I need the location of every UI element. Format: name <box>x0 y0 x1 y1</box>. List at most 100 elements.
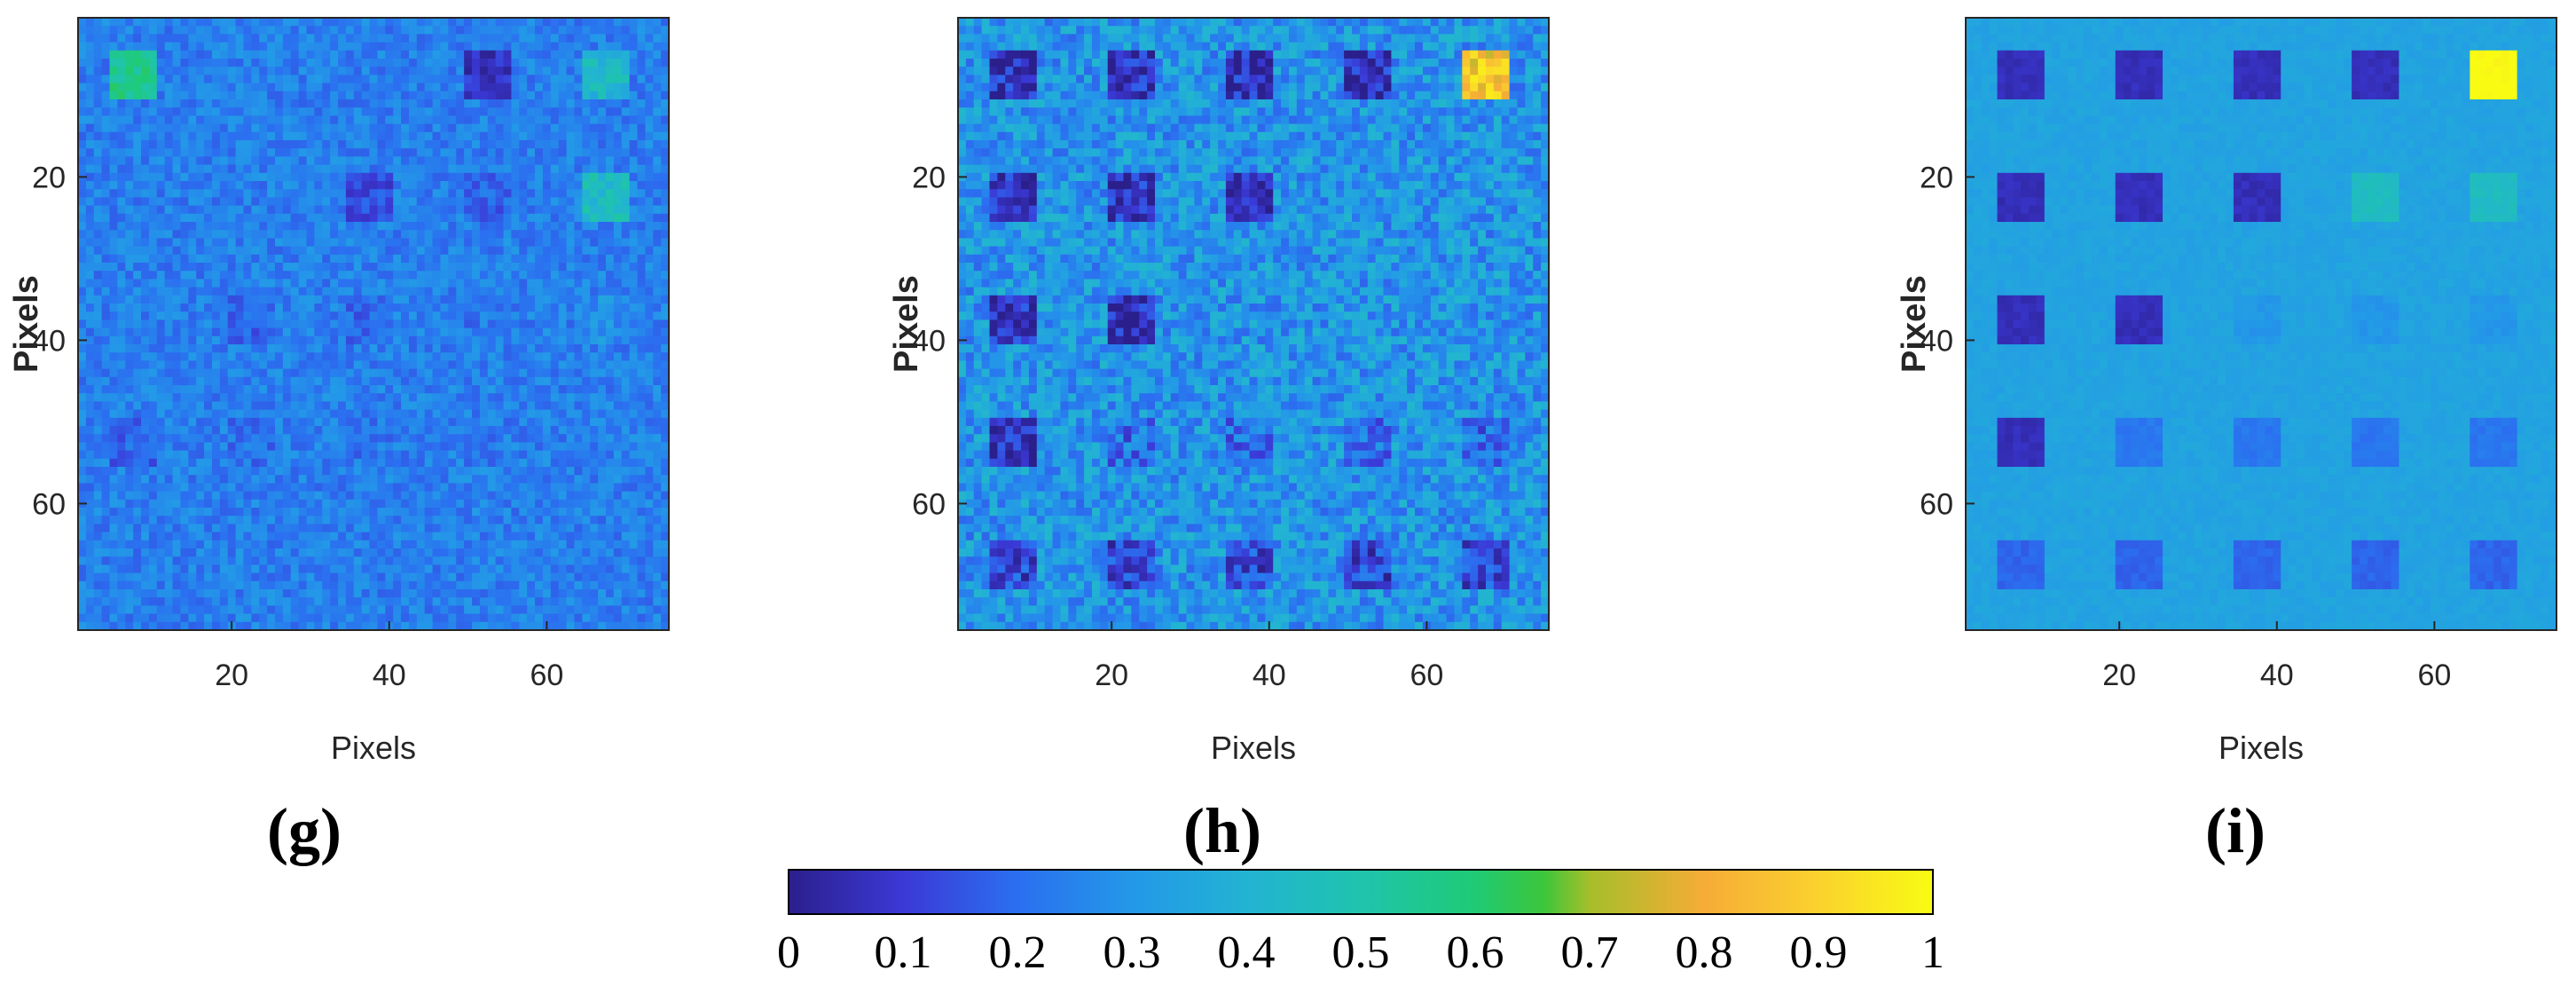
heatmap-cell <box>322 230 330 239</box>
heatmap-cell <box>559 107 567 116</box>
heatmap-cell <box>275 377 283 386</box>
heatmap-cell <box>165 532 173 541</box>
heatmap-cell <box>157 206 165 215</box>
heatmap-cell <box>110 451 118 460</box>
heatmap-cell <box>283 197 291 206</box>
heatmap-cell <box>448 492 456 501</box>
heatmap-cell <box>574 459 582 468</box>
heatmap-cell <box>472 369 480 378</box>
heatmap-cell <box>440 467 448 476</box>
heatmap-cell <box>551 410 559 419</box>
heatmap-cell <box>472 304 480 312</box>
heatmap-cell <box>385 508 393 517</box>
heatmap-cell <box>653 467 661 476</box>
heatmap-cell <box>409 181 417 190</box>
heatmap-cell <box>645 467 653 476</box>
heatmap-cell <box>196 59 204 67</box>
heatmap-cell <box>228 67 236 75</box>
heatmap-cell <box>551 540 559 549</box>
heatmap-cell <box>180 336 188 345</box>
heatmap-cell <box>519 426 527 435</box>
heatmap-cell <box>606 148 614 157</box>
heatmap-cell <box>606 51 614 59</box>
heatmap-cell <box>440 312 448 320</box>
heatmap-cell <box>535 360 543 369</box>
heatmap-cell <box>511 124 519 133</box>
heatmap-cell <box>425 524 433 532</box>
heatmap-cell <box>464 483 472 492</box>
heatmap-cell <box>180 18 188 27</box>
heatmap-cell <box>220 67 228 75</box>
heatmap-cell <box>551 197 559 206</box>
heatmap-cell <box>630 475 638 484</box>
heatmap-cell <box>102 296 110 304</box>
heatmap-cell <box>196 263 204 272</box>
heatmap-cell <box>527 401 535 410</box>
heatmap-cell <box>598 328 606 337</box>
heatmap-cell <box>614 238 622 247</box>
heatmap-cell <box>535 393 543 402</box>
heatmap-cell <box>196 181 204 190</box>
heatmap-cell <box>165 230 173 239</box>
heatmap-cell <box>338 189 346 198</box>
heatmap-cell <box>243 319 251 328</box>
heatmap-cell <box>385 451 393 460</box>
heatmap-cell <box>188 189 196 198</box>
heatmap-cell <box>346 132 354 141</box>
heatmap-cell <box>464 263 472 272</box>
heatmap-cell <box>196 369 204 378</box>
heatmap-cell <box>94 247 102 256</box>
heatmap-cell <box>188 369 196 378</box>
heatmap-cell <box>322 492 330 501</box>
heatmap-cell <box>637 26 645 35</box>
heatmap-cell <box>259 418 267 427</box>
heatmap-cell <box>527 344 535 353</box>
heatmap-cell <box>204 556 212 565</box>
heatmap-cell <box>527 43 535 51</box>
heatmap-cell <box>456 532 464 541</box>
heatmap-cell <box>653 107 661 116</box>
heatmap-cell <box>582 344 590 353</box>
heatmap-cell <box>464 459 472 468</box>
heatmap-cell <box>582 483 590 492</box>
heatmap-cell <box>165 500 173 509</box>
heatmap-cell <box>291 532 299 541</box>
heatmap-cell <box>614 288 622 296</box>
heatmap-cell <box>283 377 291 386</box>
heatmap-cell <box>504 238 512 247</box>
heatmap-cell <box>480 369 488 378</box>
heatmap-cell <box>362 516 370 525</box>
heatmap-cell <box>370 410 378 419</box>
heatmap-cell <box>314 271 322 280</box>
heatmap-cell <box>236 336 244 345</box>
heatmap-cell <box>362 319 370 328</box>
heatmap-cell <box>401 385 409 394</box>
heatmap-cell <box>385 99 393 108</box>
heatmap-cell <box>354 418 362 427</box>
heatmap-cell <box>535 312 543 320</box>
heatmap-cell <box>94 344 102 353</box>
heatmap-cell <box>393 459 401 468</box>
heatmap-cell <box>259 426 267 435</box>
heatmap-cell <box>606 165 614 174</box>
heatmap-cell <box>425 369 433 378</box>
heatmap-cell <box>433 156 441 165</box>
heatmap-cell <box>86 181 94 190</box>
heatmap-cell <box>212 377 220 386</box>
heatmap-cell <box>141 442 149 451</box>
heatmap-cell <box>385 540 393 549</box>
heatmap-cell <box>401 51 409 59</box>
heatmap-cell <box>267 288 275 296</box>
heatmap-cell <box>354 492 362 501</box>
heatmap-cell <box>275 222 283 231</box>
heatmap-cell <box>180 492 188 501</box>
heatmap-cell <box>251 18 259 27</box>
heatmap-cell <box>110 442 118 451</box>
heatmap-cell <box>283 312 291 320</box>
heatmap-cell <box>212 230 220 239</box>
heatmap-cell <box>314 107 322 116</box>
heatmap-cell <box>606 132 614 141</box>
heatmap-cell <box>267 296 275 304</box>
heatmap-cell <box>354 352 362 361</box>
heatmap-cell <box>417 148 425 157</box>
